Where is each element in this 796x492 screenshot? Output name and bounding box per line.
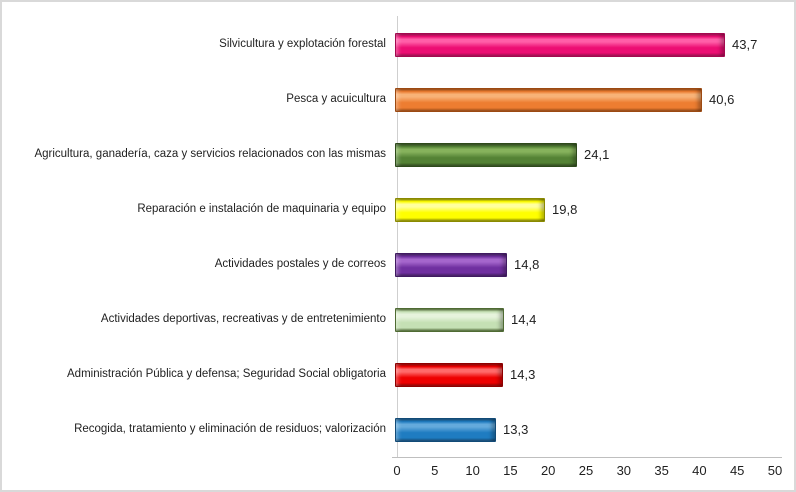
x-axis-line xyxy=(392,457,782,458)
x-axis-tick-label: 15 xyxy=(503,463,518,478)
chart-row: Pesca y acuicultura 40,6 xyxy=(2,72,794,127)
bar xyxy=(395,87,702,112)
chart-row: Silvicultura y explotación forestal 43,7 xyxy=(2,17,794,72)
category-label: Pesca y acuicultura xyxy=(286,93,386,106)
bar xyxy=(395,307,504,332)
value-label: 13,3 xyxy=(503,422,529,437)
bar-area: 14,3 xyxy=(395,347,794,402)
bar-area: 24,1 xyxy=(395,127,794,182)
x-axis-tick-label: 5 xyxy=(431,463,439,478)
bar-area: 40,6 xyxy=(395,72,794,127)
value-label: 14,8 xyxy=(514,257,540,272)
value-label: 14,3 xyxy=(510,367,536,382)
x-axis-tick-label: 20 xyxy=(540,463,556,478)
bar xyxy=(395,142,577,167)
category-label: Administración Pública y defensa; Seguri… xyxy=(67,368,386,381)
chart-row: Recogida, tratamiento y eliminación de r… xyxy=(2,402,794,457)
value-label: 14,4 xyxy=(511,312,537,327)
chart-row: Actividades postales y de correos 14,8 xyxy=(2,237,794,292)
x-axis-tick-label: 30 xyxy=(616,463,632,478)
value-label: 24,1 xyxy=(584,147,610,162)
category-label: Actividades deportivas, recreativas y de… xyxy=(100,313,386,326)
x-axis-tick-label: 50 xyxy=(767,463,783,478)
category-label: Reparación e instalación de maquinaria y… xyxy=(137,203,386,216)
bar xyxy=(395,32,725,57)
bar-area: 43,7 xyxy=(395,17,794,72)
bar xyxy=(395,362,503,387)
bar-area: 14,8 xyxy=(395,237,794,292)
bar xyxy=(395,417,496,442)
category-label: Recogida, tratamiento y eliminación de r… xyxy=(74,423,386,436)
chart-row: Reparación e instalación de maquinaria y… xyxy=(2,182,794,237)
chart-rows: Silvicultura y explotación forestal 43,7 P… xyxy=(2,17,794,457)
category-label: Agricultura, ganadería, caza y servicios… xyxy=(34,148,386,161)
value-label: 19,8 xyxy=(552,202,578,217)
x-axis-ticks: 0 5 10 15 20 25 30 35 40 45 50 xyxy=(2,463,794,483)
bar xyxy=(395,252,507,277)
chart-row: Administración Pública y defensa; Seguri… xyxy=(2,347,794,402)
value-label: 40,6 xyxy=(709,92,735,107)
x-axis-tick-label: 45 xyxy=(729,463,745,478)
x-axis-tick-label: 40 xyxy=(692,463,707,478)
y-axis-line xyxy=(397,16,398,457)
x-axis-tick-label: 10 xyxy=(465,463,480,478)
x-axis-tick-label: 35 xyxy=(654,463,669,478)
category-label: Silvicultura y explotación forestal xyxy=(219,38,386,51)
bar-area: 13,3 xyxy=(395,402,794,457)
x-axis-tick-label: 0 xyxy=(393,463,401,478)
chart-row: Agricultura, ganadería, caza y servicios… xyxy=(2,127,794,182)
bar xyxy=(395,197,545,222)
bar-area: 19,8 xyxy=(395,182,794,237)
category-label: Actividades postales y de correos xyxy=(214,258,386,271)
bar-area: 14,4 xyxy=(395,292,794,347)
value-label: 43,7 xyxy=(732,37,758,52)
x-axis-tick-label: 25 xyxy=(578,463,594,478)
chart-row: Actividades deportivas, recreativas y de… xyxy=(2,292,794,347)
